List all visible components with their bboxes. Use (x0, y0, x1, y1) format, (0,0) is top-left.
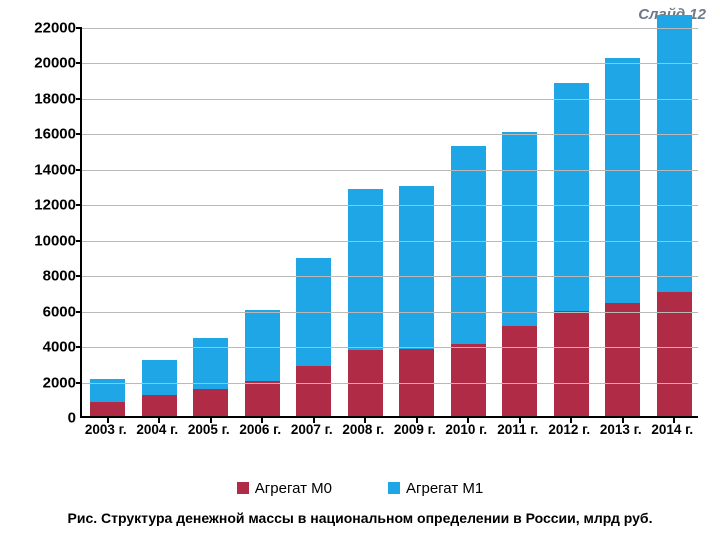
x-tick-label: 2008 г. (342, 422, 384, 437)
gridline (82, 312, 698, 313)
y-tickmark (76, 346, 82, 348)
bar-segment (451, 146, 486, 345)
y-tick-label: 6000 (20, 304, 76, 319)
bar-group (554, 83, 589, 416)
legend: Агрегат М0 Агрегат М1 (0, 480, 720, 498)
y-tick-label: 4000 (20, 340, 76, 355)
bar-segment (451, 344, 486, 416)
bar-group (657, 15, 692, 416)
x-tick-label: 2009 г. (394, 422, 436, 437)
y-tickmark (76, 169, 82, 171)
gridline (82, 99, 698, 100)
gridline (82, 241, 698, 242)
x-tick-label: 2014 г. (651, 422, 693, 437)
bar-segment (502, 132, 537, 325)
y-tickmark (76, 311, 82, 313)
y-tickmark (76, 382, 82, 384)
y-tickmark (76, 98, 82, 100)
y-tick-label: 20000 (20, 56, 76, 71)
bar-segment (348, 189, 383, 350)
bar-segment (657, 15, 692, 292)
gridline (82, 347, 698, 348)
x-tick-label: 2011 г. (497, 422, 538, 437)
y-tickmark (76, 240, 82, 242)
y-tick-label: 22000 (20, 21, 76, 36)
bar-group (193, 338, 228, 416)
bar-segment (193, 338, 228, 389)
legend-label: Агрегат М1 (406, 480, 483, 497)
y-tickmark (76, 204, 82, 206)
x-tick-label: 2003 г. (85, 422, 127, 437)
bar-segment (657, 292, 692, 416)
y-tick-label: 18000 (20, 91, 76, 106)
legend-item: Агрегат М1 (388, 480, 483, 497)
bar-segment (142, 360, 177, 395)
bar-segment (245, 381, 280, 416)
legend-swatch (237, 482, 249, 494)
bar-segment (245, 310, 280, 381)
bar-segment (502, 326, 537, 416)
y-tick-label: 12000 (20, 198, 76, 213)
gridline (82, 383, 698, 384)
bar-group (142, 360, 177, 416)
y-tickmark (76, 275, 82, 277)
bar-segment (605, 303, 640, 416)
y-tick-label: 16000 (20, 127, 76, 142)
gridline (82, 28, 698, 29)
bar-group (502, 132, 537, 416)
legend-swatch (388, 482, 400, 494)
x-tick-label: 2004 г. (136, 422, 178, 437)
legend-item: Агрегат М0 (237, 480, 332, 497)
y-tick-label: 10000 (20, 233, 76, 248)
y-tick-label: 0 (20, 411, 76, 426)
bar-group (296, 258, 331, 416)
legend-label: Агрегат М0 (255, 480, 332, 497)
y-tickmark (76, 133, 82, 135)
bar-group (90, 379, 125, 416)
plot-area (80, 28, 698, 418)
bar-segment (554, 311, 589, 416)
bars-container (82, 28, 698, 416)
bar-segment (193, 389, 228, 416)
gridline (82, 134, 698, 135)
x-tick-label: 2013 г. (600, 422, 642, 437)
x-tick-label: 2012 г. (548, 422, 590, 437)
bar-group (399, 186, 434, 416)
gridline (82, 170, 698, 171)
x-tick-label: 2006 г. (239, 422, 281, 437)
caption: Рис. Структура денежной массы в национал… (0, 510, 720, 526)
gridline (82, 63, 698, 64)
bar-segment (296, 366, 331, 416)
y-tick-label: 2000 (20, 375, 76, 390)
gridline (82, 205, 698, 206)
bar-segment (90, 402, 125, 416)
bar-group (451, 146, 486, 416)
y-tick-label: 14000 (20, 162, 76, 177)
bar-group (605, 58, 640, 416)
x-tick-label: 2007 г. (291, 422, 333, 437)
bar-group (245, 310, 280, 416)
x-tick-label: 2005 г. (188, 422, 230, 437)
y-tick-label: 8000 (20, 269, 76, 284)
x-tick-label: 2010 г. (445, 422, 487, 437)
bar-segment (605, 58, 640, 303)
bar-segment (142, 395, 177, 416)
y-tickmark (76, 27, 82, 29)
gridline (82, 276, 698, 277)
bar-segment (399, 186, 434, 349)
money-supply-chart: 0 2000 4000 6000 8000 10000 12000 14000 16000 180… (18, 28, 708, 448)
y-tickmark (76, 62, 82, 64)
